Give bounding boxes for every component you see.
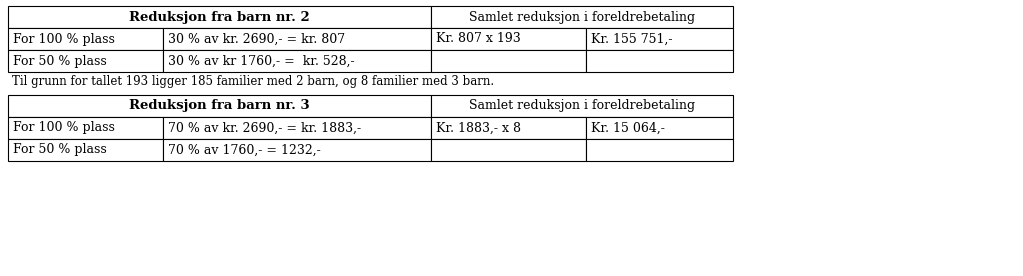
Text: Til grunn for tallet 193 ligger 185 familier med 2 barn, og 8 familier med 3 bar: Til grunn for tallet 193 ligger 185 fami…: [12, 75, 494, 88]
Bar: [8, 139, 163, 161]
Text: For 50 % plass: For 50 % plass: [13, 144, 106, 156]
Text: For 100 % plass: For 100 % plass: [13, 33, 115, 46]
Bar: [8, 50, 163, 72]
Bar: [8, 117, 163, 139]
Text: For 50 % plass: For 50 % plass: [13, 54, 106, 68]
Text: Kr. 1883,- x 8: Kr. 1883,- x 8: [436, 121, 521, 134]
Bar: [8, 28, 163, 50]
Bar: [431, 95, 733, 117]
Text: Samlet reduksjon i foreldrebetaling: Samlet reduksjon i foreldrebetaling: [469, 100, 695, 113]
Text: 70 % av kr. 2690,- = kr. 1883,-: 70 % av kr. 2690,- = kr. 1883,-: [168, 121, 361, 134]
Text: Reduksjon fra barn nr. 2: Reduksjon fra barn nr. 2: [129, 10, 310, 23]
Bar: [431, 50, 586, 72]
Bar: [586, 117, 733, 139]
Bar: [163, 28, 431, 50]
Bar: [163, 139, 431, 161]
Text: 70 % av 1760,- = 1232,-: 70 % av 1760,- = 1232,-: [168, 144, 321, 156]
Text: Kr. 155 751,-: Kr. 155 751,-: [591, 33, 672, 46]
Text: 30 % av kr 1760,- =  kr. 528,-: 30 % av kr 1760,- = kr. 528,-: [168, 54, 355, 68]
Bar: [586, 139, 733, 161]
Bar: [586, 28, 733, 50]
Bar: [431, 117, 586, 139]
Text: For 100 % plass: For 100 % plass: [13, 121, 115, 134]
Text: Kr. 807 x 193: Kr. 807 x 193: [436, 33, 521, 46]
Bar: [163, 117, 431, 139]
Bar: [586, 50, 733, 72]
Bar: [163, 50, 431, 72]
Bar: [431, 6, 733, 28]
Text: 30 % av kr. 2690,- = kr. 807: 30 % av kr. 2690,- = kr. 807: [168, 33, 345, 46]
Text: Reduksjon fra barn nr. 3: Reduksjon fra barn nr. 3: [129, 100, 310, 113]
Text: Kr. 15 064,-: Kr. 15 064,-: [591, 121, 665, 134]
Bar: [8, 6, 431, 28]
Text: Samlet reduksjon i foreldrebetaling: Samlet reduksjon i foreldrebetaling: [469, 10, 695, 23]
Bar: [8, 95, 431, 117]
Bar: [431, 139, 586, 161]
Bar: [431, 28, 586, 50]
